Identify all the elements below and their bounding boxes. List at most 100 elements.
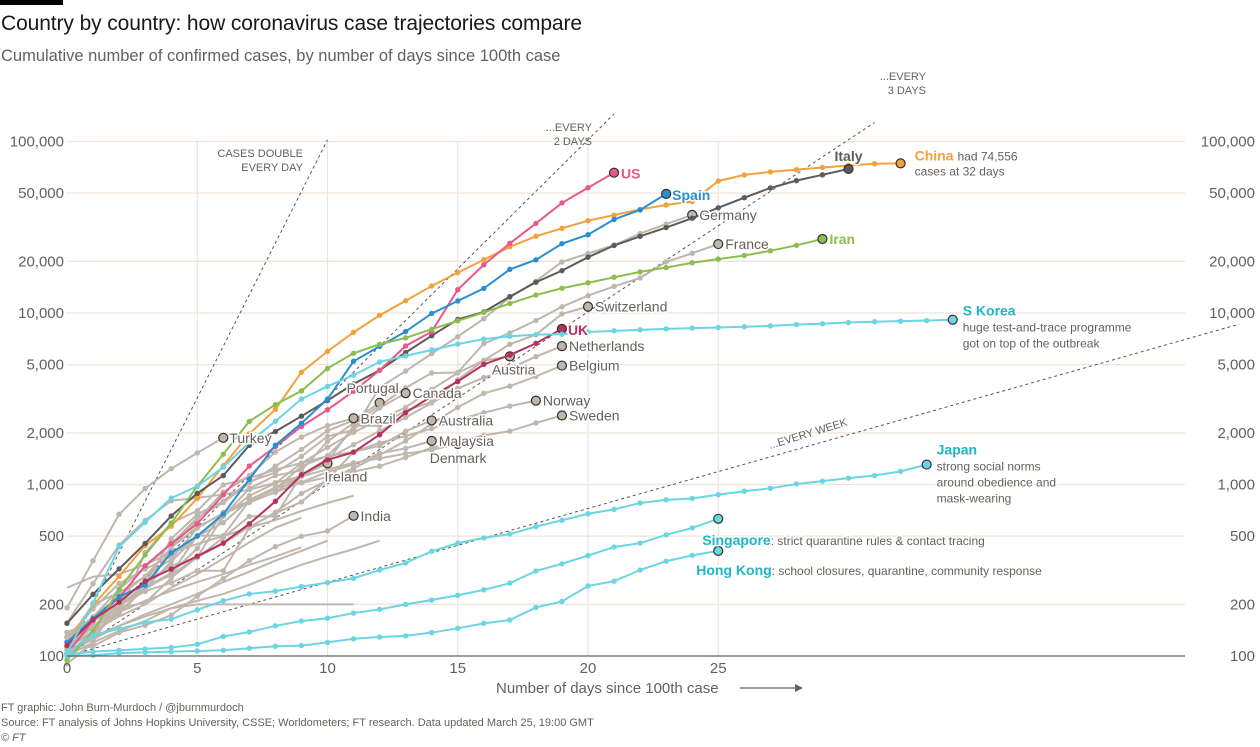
data-point — [689, 215, 695, 221]
series-note: mask-wearing — [937, 492, 1012, 506]
data-point — [455, 341, 461, 347]
data-point — [715, 491, 721, 498]
y-tick-label-right: 10,000 — [1209, 305, 1255, 322]
data-point — [767, 169, 774, 175]
data-point — [663, 259, 669, 265]
data-point — [298, 467, 305, 474]
series-label: India — [361, 508, 392, 524]
series-note: cases at 32 days — [915, 164, 1005, 178]
series-endpoint — [713, 238, 724, 250]
data-point — [220, 633, 226, 640]
data-point — [64, 605, 70, 611]
data-point — [507, 403, 513, 409]
data-point — [533, 420, 539, 426]
data-point — [324, 579, 331, 586]
data-point — [246, 463, 253, 469]
data-point — [507, 531, 513, 537]
data-point — [481, 374, 487, 381]
y-tick-label-right: 100 — [1230, 648, 1255, 665]
data-point — [350, 372, 357, 378]
series-label: Italy — [835, 148, 863, 164]
data-point — [585, 185, 591, 191]
series-highlighted — [64, 158, 958, 663]
data-point — [376, 312, 383, 319]
series-note: strong social norms — [937, 460, 1041, 474]
data-point — [194, 521, 200, 527]
data-point — [298, 388, 305, 394]
series-line-denmark — [66, 442, 458, 624]
data-point — [429, 283, 435, 289]
guide-annotation: 3 DAYS — [888, 85, 926, 97]
series-label: Spain — [672, 187, 710, 203]
data-point — [324, 438, 331, 445]
data-point — [611, 242, 617, 249]
series-line-us — [66, 171, 615, 655]
series-line-canada — [66, 392, 407, 655]
data-point — [559, 225, 565, 232]
data-point — [376, 405, 383, 411]
series-line-france — [66, 243, 719, 657]
data-point — [168, 466, 174, 472]
y-tick-label-right: 500 — [1230, 528, 1255, 545]
data-point — [324, 407, 331, 413]
data-point — [689, 552, 695, 559]
data-point — [350, 329, 357, 336]
chart-title: Country by country: how coronavirus case… — [1, 12, 582, 35]
data-point — [507, 352, 513, 358]
data-point — [897, 318, 904, 324]
data-point — [585, 232, 591, 238]
data-point — [246, 629, 253, 635]
y-tick-label-left: 10,000 — [18, 305, 64, 322]
data-point — [559, 561, 565, 567]
data-point — [298, 453, 305, 460]
series-label: Belgium — [569, 358, 620, 374]
data-point — [481, 316, 487, 322]
y-tick-label-left: 500 — [39, 528, 64, 545]
data-point — [507, 580, 513, 586]
x-tick-label: 10 — [319, 660, 336, 677]
data-point — [90, 600, 96, 606]
series-label: Singapore: strict quarantine rules & con… — [702, 532, 985, 548]
guide-annotation: 2 DAYS — [554, 136, 592, 148]
series-note: huge test-and-trace programme — [963, 321, 1132, 335]
data-point — [402, 433, 409, 439]
series-label: Norway — [543, 393, 590, 409]
data-point — [611, 212, 617, 218]
data-point — [376, 359, 383, 365]
data-point — [715, 324, 721, 331]
data-point — [559, 240, 565, 247]
data-point — [298, 396, 305, 402]
data-point — [793, 321, 800, 328]
data-point — [168, 648, 174, 655]
y-tick-label-left: 200 — [39, 596, 64, 613]
data-point — [350, 636, 357, 642]
data-point — [116, 599, 122, 605]
data-point — [402, 428, 409, 434]
data-point — [611, 544, 617, 550]
guide-annotation: ...EVERY — [546, 122, 593, 134]
series-label: Germany — [699, 207, 757, 223]
data-point — [220, 532, 226, 539]
data-point — [324, 427, 331, 434]
data-point — [663, 532, 669, 538]
data-point — [168, 495, 174, 501]
data-point — [663, 558, 669, 564]
data-point — [481, 309, 487, 316]
series-endpoint — [218, 432, 229, 443]
data-point — [350, 426, 357, 433]
data-point — [793, 242, 800, 249]
data-point — [350, 358, 357, 364]
data-point — [376, 416, 383, 423]
data-point — [429, 370, 435, 376]
data-point — [559, 200, 565, 206]
data-point — [116, 511, 122, 518]
guide-annotation: EVERY DAY — [241, 162, 303, 174]
data-point — [402, 560, 409, 566]
data-point — [559, 331, 565, 337]
data-point — [402, 368, 409, 374]
data-point — [429, 386, 435, 393]
data-point — [689, 250, 695, 256]
data-point — [637, 500, 643, 506]
series-endpoint — [661, 188, 672, 199]
data-point — [793, 166, 800, 173]
